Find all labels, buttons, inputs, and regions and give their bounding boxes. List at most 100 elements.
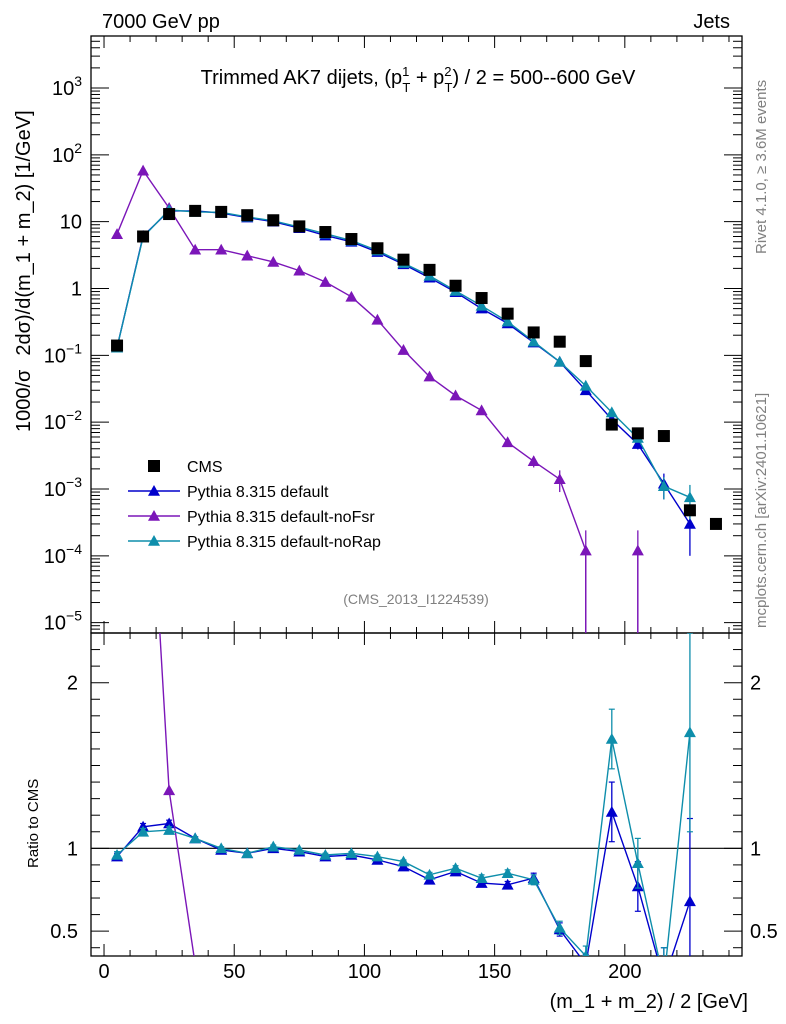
series-marker-2 (189, 243, 202, 255)
ratio-marker-3 (319, 848, 332, 860)
series-line-2 (116, 169, 639, 633)
legend-label: Pythia 8.315 default-noFsr (187, 509, 375, 526)
ratio-marker-3 (371, 850, 384, 862)
x-tick-label: 200 (608, 961, 641, 983)
ratio-marker-3 (658, 975, 670, 986)
ratio-tick-label-right: 0.5 (750, 921, 778, 943)
y-tick-label: 103 (52, 73, 82, 100)
y-tick-label: 10−1 (44, 340, 82, 367)
y-tick-label: 10−5 (44, 608, 82, 635)
ratio-marker-3 (163, 824, 176, 835)
ratio-marker-3 (475, 872, 488, 883)
legend-marker-cms (148, 460, 160, 472)
ratio-marker-3 (397, 855, 410, 867)
cms-data-point (527, 326, 540, 339)
ratio-tick-label-right: 2 (750, 673, 761, 695)
analysis-label: (CMS_2013_I1224539) (343, 591, 489, 607)
series-marker-2 (553, 473, 566, 485)
ratio-marker-3 (501, 867, 514, 878)
ratio-marker-1 (163, 817, 176, 829)
series-marker-2 (293, 264, 306, 276)
series-marker-2 (267, 255, 280, 267)
ratio-marker-3 (605, 733, 618, 744)
cms-data-point (709, 517, 722, 530)
series-marker-2 (527, 455, 540, 467)
series-marker-2 (137, 164, 150, 176)
ratio-marker-3 (423, 868, 436, 880)
ratio-marker-3 (553, 921, 566, 933)
cms-data-point (371, 242, 384, 255)
side-label-rivet: Rivet 4.1.0, ≥ 3.6M events (753, 80, 770, 254)
ratio-marker-3 (293, 843, 306, 855)
cms-data-point (241, 209, 254, 222)
series-marker-3 (553, 355, 566, 367)
ratio-marker-3 (215, 842, 228, 854)
cms-data-point (501, 307, 514, 320)
ratio-marker-1 (658, 975, 670, 986)
series-marker-2 (397, 344, 410, 355)
series-marker-3 (475, 299, 488, 311)
series-marker-3 (683, 491, 696, 503)
series-marker-3 (527, 335, 540, 347)
ratio-tick-label: 2 (67, 673, 78, 695)
series-marker-2 (501, 436, 514, 448)
cms-data-point (397, 253, 410, 266)
ratio-marker-1 (580, 958, 592, 969)
ratio-marker-2 (163, 784, 176, 796)
cms-data-point (137, 230, 150, 243)
cms-data-point (553, 335, 566, 348)
x-tick-label: 50 (223, 961, 245, 983)
cms-data-point (319, 226, 332, 239)
cms-data-point (423, 263, 436, 276)
ratio-marker-3 (345, 847, 358, 859)
ratio-marker-3 (111, 848, 124, 860)
y-tick-label: 1 (71, 278, 82, 300)
cms-data-point (579, 355, 592, 368)
ratio-tick-label: 0.5 (50, 921, 78, 943)
y-tick-label: 102 (52, 140, 82, 167)
ratio-marker-3 (683, 726, 696, 738)
side-label-mcplots: mcplots.cern.ch [arXiv:2401.10621] (753, 393, 770, 628)
ratio-marker-1 (683, 895, 696, 907)
series-marker-1 (631, 438, 644, 449)
legend-label: Pythia 8.315 default-noRap (187, 534, 381, 551)
ratio-marker-3 (527, 873, 540, 885)
ratio-marker-3 (631, 857, 644, 869)
legend-marker (148, 535, 160, 546)
ratio-marker-3 (582, 950, 590, 956)
legend-label: CMS (187, 459, 223, 476)
y-tick-label: 10−4 (44, 541, 82, 568)
y-tick-label: 10 (60, 212, 82, 234)
cms-data-point (631, 427, 644, 440)
series-marker-2 (449, 389, 462, 401)
ratio-marker-1 (605, 805, 618, 817)
cms-data-point (605, 418, 618, 431)
series-marker-2 (371, 313, 384, 325)
cms-data-point (475, 292, 488, 305)
ratio-marker-2 (189, 958, 201, 969)
cms-data-point (215, 205, 228, 218)
series-marker-3 (579, 379, 592, 391)
header-left: 7000 GeV pp (102, 11, 220, 33)
cms-data-point (449, 279, 462, 292)
series-marker-3 (501, 315, 514, 327)
ratio-marker-3 (241, 847, 254, 859)
legend-label: Pythia 8.315 default (187, 484, 329, 501)
x-tick-label: 150 (478, 961, 511, 983)
series-marker-2 (111, 228, 124, 239)
ratio-marker-3 (137, 825, 150, 837)
cms-data-point (189, 204, 202, 217)
cms-data-point (683, 504, 696, 517)
cms-data-point (345, 233, 358, 246)
y-tick-label: 10−2 (44, 407, 82, 434)
x-axis-label: (m_1 + m_2) / 2 [GeV] (550, 991, 748, 1013)
series-marker-2 (579, 544, 592, 556)
ratio-marker-1 (501, 878, 514, 890)
series-marker-2 (631, 544, 644, 556)
plot-title: Trimmed AK7 dijets, (p1 T + p2 T) / 2 = 50… (201, 64, 636, 95)
ratio-line-2 (159, 633, 195, 956)
cms-data-point (163, 208, 176, 221)
cms-data-point (657, 430, 670, 443)
header-right: Jets (693, 11, 730, 33)
